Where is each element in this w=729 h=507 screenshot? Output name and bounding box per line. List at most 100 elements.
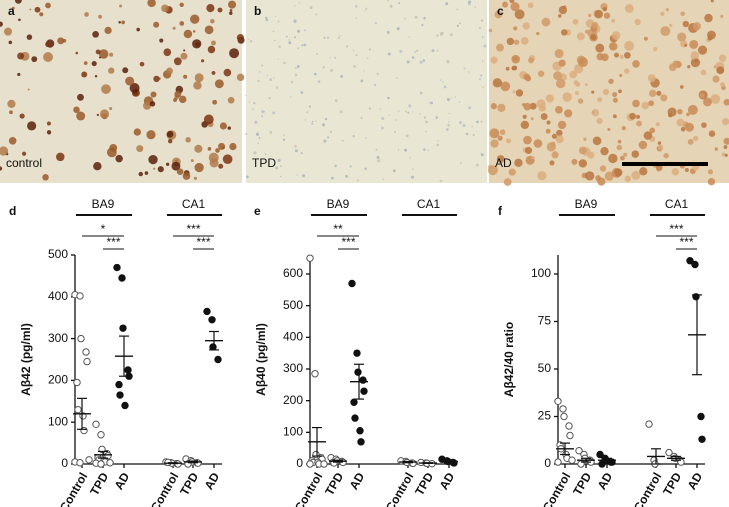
micrograph-speck (556, 129, 563, 137)
micrograph-speck (413, 50, 416, 53)
micrograph-speck (96, 113, 100, 117)
micrograph-speck (665, 8, 669, 12)
data-point (97, 460, 105, 468)
micrograph-speck (46, 130, 52, 135)
micrograph-speck (219, 122, 227, 130)
micrograph-speck (308, 105, 311, 108)
micrograph-speck (508, 168, 516, 176)
micrograph-speck (596, 117, 603, 125)
micrograph-speck (513, 26, 518, 31)
micrograph-speck (723, 145, 728, 149)
micrograph-speck (200, 59, 205, 63)
micrograph-speck (687, 104, 698, 115)
micrograph-speck (248, 101, 251, 104)
micrograph-speck (677, 32, 687, 42)
micrograph-speck (218, 163, 224, 169)
micrograph-speck (19, 113, 25, 119)
significance-label: *** (669, 222, 683, 236)
micrograph-speck (584, 83, 588, 87)
micrograph-speck (445, 128, 449, 131)
data-point (92, 420, 100, 428)
x-tick-label: Control (631, 470, 664, 507)
micrograph-speck (99, 56, 102, 59)
data-point (97, 431, 105, 439)
data-point (554, 397, 562, 405)
x-tick-label: TPD (177, 470, 201, 498)
micrograph-speck (183, 49, 186, 52)
micrograph-speck (551, 133, 557, 139)
micrograph-speck (373, 83, 377, 87)
micrograph-speck (574, 90, 579, 95)
error-bar (651, 448, 661, 465)
group-label: BA9 (327, 197, 350, 211)
micrograph-speck (591, 90, 595, 94)
y-tick-label: 200 (283, 393, 303, 407)
micrograph-speck (687, 139, 694, 145)
data-point (665, 448, 673, 457)
micrograph-speck (261, 64, 264, 67)
micrograph-speck (313, 72, 317, 76)
y-tick-label: 25 (538, 409, 552, 423)
micrograph-speck (418, 113, 421, 115)
x-tick-label: Control (57, 470, 90, 507)
micrograph-speck (431, 49, 435, 53)
micrograph-speck (323, 139, 327, 143)
micrograph-speck (45, 2, 51, 9)
data-point (575, 447, 583, 455)
micrograph-speck (178, 95, 187, 104)
micrograph-speck (190, 14, 200, 24)
micrograph-speck (171, 161, 181, 171)
micrograph-speck (324, 117, 328, 121)
micrograph-speck (720, 82, 726, 88)
data-point (104, 451, 112, 460)
micrograph-speck (109, 106, 113, 111)
micrograph-speck (723, 98, 729, 106)
micrograph-speck (257, 142, 260, 145)
data-point (686, 257, 694, 265)
micrograph-speck (427, 149, 429, 151)
micrograph-speck (223, 68, 232, 77)
micrograph-speck (590, 34, 597, 41)
micrograph-speck (658, 144, 664, 150)
micrograph-speck (204, 25, 214, 35)
micrograph-speck (364, 9, 367, 11)
micrograph-speck (363, 70, 365, 72)
micrograph-speck (569, 70, 577, 79)
micrograph-speck (300, 152, 303, 155)
micrograph-speck (42, 174, 49, 181)
micrograph-speck (450, 33, 453, 37)
micrograph-speck (423, 16, 426, 20)
micrograph-speck (587, 151, 595, 159)
micrograph-speck (149, 101, 156, 107)
micrograph-speck (496, 43, 504, 52)
data-point (119, 324, 127, 332)
micrograph-speck (624, 4, 634, 13)
micrograph-speck (668, 63, 677, 72)
micrograph-speck (8, 137, 17, 145)
micrograph-speck (14, 0, 22, 4)
micrograph-speck (173, 98, 178, 103)
micrograph-speck (163, 48, 172, 57)
micrograph-speck (283, 134, 285, 137)
micrograph-speck (193, 176, 198, 180)
micrograph-speck (316, 53, 318, 56)
y-tick-label: 0 (296, 456, 303, 470)
micrograph-speck (720, 14, 724, 18)
micrograph-speck (387, 0, 390, 2)
micrograph-speck (537, 70, 545, 77)
error-bar (119, 335, 129, 377)
micrograph-speck (641, 101, 650, 110)
micrograph-speck (723, 137, 729, 145)
micrograph-speck (9, 110, 13, 115)
micrograph-speck (450, 97, 452, 100)
micrograph-speck (584, 29, 589, 34)
micrograph-speck (480, 19, 484, 22)
micrograph-speck (656, 166, 662, 172)
micrograph-speck (294, 73, 298, 77)
micrograph-speck (337, 36, 341, 39)
micrograph-speck (671, 168, 680, 176)
micrograph-speck (636, 120, 643, 127)
micrograph-speck (689, 39, 699, 49)
micrograph-speck (554, 48, 564, 59)
micrograph-speck (298, 2, 301, 4)
